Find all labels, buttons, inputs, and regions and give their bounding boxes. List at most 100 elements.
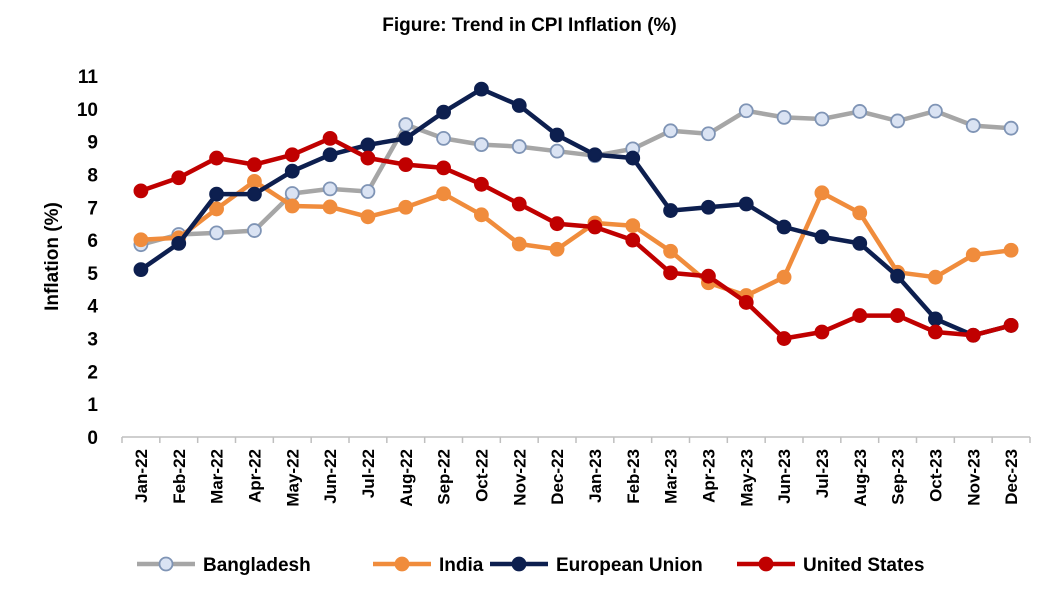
data-point: [247, 173, 262, 189]
y-tick-label: 5: [87, 264, 98, 285]
x-tick-label: Dec-22: [548, 449, 567, 505]
data-point: [398, 130, 414, 146]
x-tick-label: May-22: [283, 449, 302, 507]
data-point: [209, 201, 224, 217]
x-tick-label: Sep-22: [435, 449, 454, 505]
data-point: [852, 308, 868, 323]
data-point: [814, 229, 830, 245]
data-point: [322, 147, 338, 163]
y-tick-label: 3: [87, 330, 98, 351]
data-point: [965, 247, 981, 263]
y-axis-title: Inflation (%): [42, 202, 63, 311]
series-bangladesh: [133, 103, 1019, 253]
data-point: [701, 126, 716, 142]
data-point: [663, 265, 678, 281]
data-point: [663, 243, 678, 259]
data-point: [474, 137, 489, 152]
data-point: [511, 236, 527, 252]
data-point: [511, 139, 527, 154]
y-tick-label: 6: [87, 231, 98, 252]
data-point: [890, 308, 905, 323]
data-point: [701, 268, 716, 284]
data-point: [549, 216, 565, 232]
data-point: [776, 219, 792, 235]
chart-title: Figure: Trend in CPI Inflation (%): [382, 15, 677, 36]
data-point: [776, 269, 792, 285]
x-tick-label: Jan-23: [586, 449, 605, 503]
x-tick-label: Jun-22: [321, 449, 340, 504]
axes: 0 1 2 3 4 5 6 7 8 9 10 11 Jan-22 Feb-22 Mar-22 Apr-22 Ma…: [42, 67, 1031, 507]
series-india: [133, 173, 1019, 303]
y-tick-label: 7: [87, 198, 98, 219]
data-point: [738, 295, 754, 310]
data-point: [738, 103, 754, 119]
data-point: [436, 130, 451, 146]
series-united-states: [133, 130, 1019, 346]
x-tick-label: Nov-22: [510, 449, 529, 506]
data-point: [360, 150, 376, 166]
legend: Bangladesh India European Union United Stat…: [137, 555, 924, 576]
data-point: [625, 218, 641, 234]
data-point: [474, 81, 489, 97]
x-tick-label: Feb-22: [170, 449, 189, 504]
data-point: [928, 269, 943, 285]
data-point: [436, 104, 451, 120]
x-tick-label: Oct-22: [472, 449, 491, 502]
data-point: [322, 130, 338, 146]
legend-label: India: [439, 555, 484, 576]
legend-item: Bangladesh: [137, 555, 311, 576]
y-tick-label: 4: [87, 297, 98, 318]
y-tick-label: 9: [87, 133, 98, 154]
x-tick-label: Nov-23: [964, 449, 983, 506]
data-point: [1003, 242, 1019, 258]
y-tick-label: 2: [87, 362, 98, 383]
x-tick-label: Mar-22: [208, 449, 227, 504]
data-point: [284, 147, 300, 163]
x-tick-label: Feb-23: [624, 449, 643, 504]
x-tick-label: Jul-23: [813, 449, 832, 498]
data-point: [360, 209, 376, 225]
data-point: [814, 111, 830, 127]
data-point: [549, 127, 565, 143]
data-point: [133, 262, 149, 278]
data-point: [209, 225, 224, 241]
data-point: [209, 150, 224, 166]
data-point: [928, 311, 943, 327]
x-tick-label: Jan-22: [132, 449, 151, 503]
x-tick-label: Dec-23: [1002, 449, 1021, 505]
x-tick-label: Aug-22: [397, 449, 416, 507]
data-point: [587, 147, 603, 163]
series-european-union: [133, 81, 1019, 343]
legend-label: European Union: [556, 555, 703, 576]
x-tick-label: May-23: [737, 449, 756, 507]
data-point: [663, 123, 678, 139]
data-point: [133, 183, 149, 199]
legend-label: United States: [803, 555, 924, 576]
legend-swatch-marker: [511, 556, 527, 572]
data-point: [133, 232, 149, 248]
data-point: [625, 150, 641, 166]
data-point: [776, 109, 792, 125]
data-point: [474, 176, 489, 192]
data-point: [814, 324, 830, 340]
data-point: [852, 235, 868, 251]
data-point: [663, 203, 678, 218]
legend-swatch-marker: [158, 556, 174, 572]
legend-item: European Union: [490, 555, 703, 576]
data-point: [511, 196, 527, 212]
data-point: [284, 186, 300, 201]
data-point: [322, 181, 338, 197]
data-point: [209, 186, 224, 202]
data-point: [247, 157, 262, 173]
y-tick-label: 0: [87, 428, 98, 449]
data-point: [247, 223, 262, 238]
data-point: [474, 207, 489, 223]
plot-series: [133, 81, 1019, 346]
data-point: [171, 235, 187, 251]
y-tick-label: 10: [77, 100, 98, 121]
legend-label: Bangladesh: [203, 555, 311, 576]
legend-swatch-marker: [394, 556, 410, 572]
series-line: [138, 179, 1014, 298]
data-point: [1003, 120, 1019, 136]
x-tick-label: Oct-23: [926, 449, 945, 502]
